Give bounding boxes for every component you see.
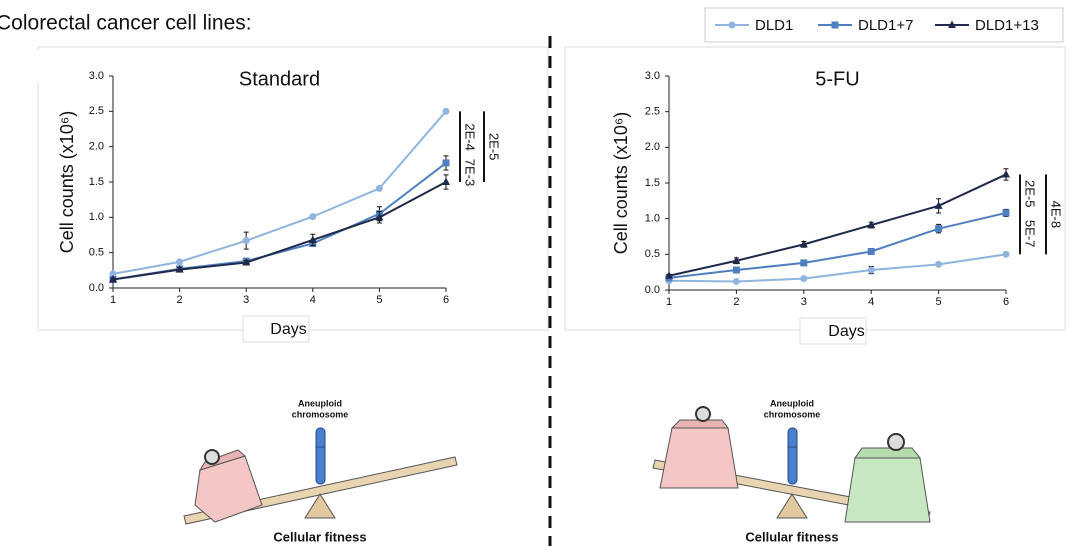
x-tick-label: 6 xyxy=(1003,296,1009,308)
y-axis-label: Cell counts (x10⁶) xyxy=(57,111,77,253)
diagram-label: chromosome xyxy=(764,409,821,419)
y-tick-label: 1.0 xyxy=(645,213,660,225)
marker xyxy=(243,237,250,244)
marker xyxy=(800,275,807,282)
marker xyxy=(443,108,450,115)
seesaw-left xyxy=(184,428,457,524)
legend-label: DLD1+7 xyxy=(858,17,913,34)
marker xyxy=(733,267,740,274)
marker xyxy=(800,259,807,266)
y-axis-label: Cell counts (x10⁶) xyxy=(611,112,631,254)
y-tick-label: 3.0 xyxy=(645,70,660,82)
marker xyxy=(443,159,450,166)
marker xyxy=(376,185,383,192)
y-tick-label: 1.5 xyxy=(645,177,660,189)
diagram-caption: Cellular fitness xyxy=(745,529,838,544)
x-tick-label: 3 xyxy=(243,294,249,306)
x-tick-label: 5 xyxy=(376,294,382,306)
y-tick-label: 2.5 xyxy=(645,106,660,118)
significance-label: 7E-3 xyxy=(463,159,478,186)
x-tick-label: 3 xyxy=(801,296,807,308)
y-tick-label: 1.5 xyxy=(89,176,104,188)
significance-label: 2E-4 xyxy=(463,123,478,150)
x-tick-label: 5 xyxy=(936,296,942,308)
x-tick-label: 2 xyxy=(733,296,739,308)
x-tick-label: 4 xyxy=(868,296,874,308)
chart-title: 5-FU xyxy=(815,68,859,90)
y-tick-label: 3.0 xyxy=(89,70,104,82)
significance-label: 5E-7 xyxy=(1023,220,1038,247)
legend-marker xyxy=(729,22,736,29)
x-axis-label: Days xyxy=(828,323,864,340)
legend-label: DLD1 xyxy=(755,17,793,34)
y-tick-label: 2.0 xyxy=(645,141,660,153)
marker xyxy=(1003,251,1010,258)
y-tick-label: 0.5 xyxy=(89,247,104,259)
x-tick-label: 4 xyxy=(310,294,316,306)
chart-title: Standard xyxy=(239,68,320,90)
x-tick-label: 1 xyxy=(110,294,116,306)
diagram-label: Aneuploid xyxy=(298,398,342,408)
figure: Colorectal cancer cell lines: Aneuploid … xyxy=(0,0,1069,546)
seesaw-right xyxy=(653,407,930,522)
marker xyxy=(868,248,875,255)
y-tick-label: 0.0 xyxy=(89,282,104,294)
diagram-caption: Cellular fitness xyxy=(273,529,366,544)
significance-label: 2E-5 xyxy=(487,133,502,160)
marker xyxy=(309,213,316,220)
y-tick-label: 0.5 xyxy=(645,248,660,260)
y-tick-label: 0.0 xyxy=(645,284,660,296)
significance-label: 2E-5 xyxy=(1023,180,1038,207)
panel-notch xyxy=(10,50,58,82)
y-tick-label: 2.0 xyxy=(89,141,104,153)
marker xyxy=(935,261,942,268)
x-axis-label: Days xyxy=(270,321,306,338)
marker xyxy=(868,267,875,274)
significance-label: 4E-8 xyxy=(1049,201,1064,228)
diagram-label: Aneuploid xyxy=(770,398,814,408)
marker xyxy=(935,225,942,232)
marker xyxy=(176,258,183,265)
header: Colorectal cancer cell lines: xyxy=(0,12,252,35)
marker xyxy=(1003,209,1010,216)
x-tick-label: 6 xyxy=(443,294,449,306)
y-tick-label: 2.5 xyxy=(89,105,104,117)
legend-marker xyxy=(832,22,839,29)
x-tick-label: 1 xyxy=(666,296,672,308)
y-tick-label: 1.0 xyxy=(89,211,104,223)
legend-label: DLD1+13 xyxy=(975,17,1039,34)
marker xyxy=(733,278,740,285)
x-tick-label: 2 xyxy=(177,294,183,306)
diagram-label: chromosome xyxy=(292,409,349,419)
